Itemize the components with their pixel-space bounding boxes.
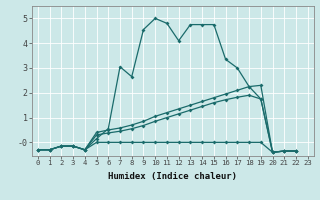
X-axis label: Humidex (Indice chaleur): Humidex (Indice chaleur) — [108, 172, 237, 181]
